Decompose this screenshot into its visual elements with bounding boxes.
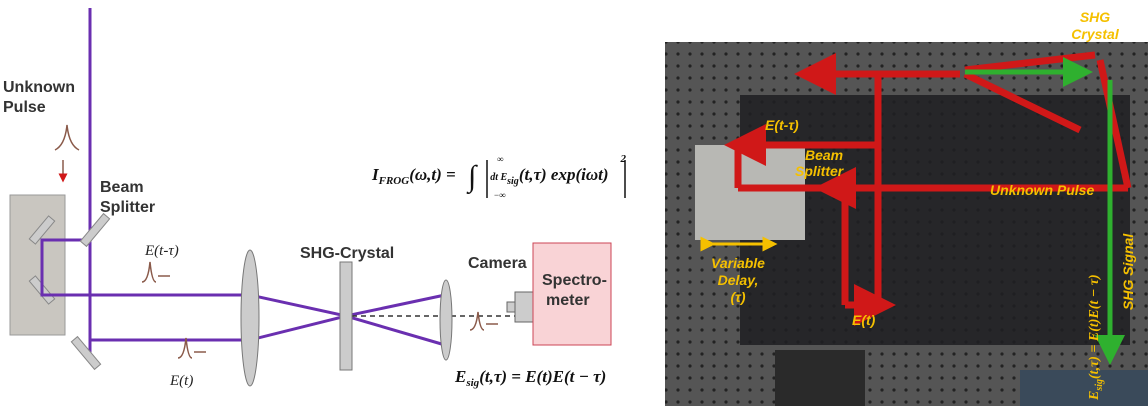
photo-unknown-pulse: Unknown Pulse — [990, 182, 1094, 198]
f: ∞ — [497, 154, 503, 164]
line: Unknown — [3, 79, 75, 96]
setup-diagram — [10, 8, 611, 386]
field-label: E(t) — [169, 373, 193, 389]
line: Delay, — [718, 272, 759, 288]
f: E — [454, 367, 466, 386]
f: E — [1087, 391, 1102, 401]
unknown-pulse-label: Unknown Pulse — [3, 79, 75, 116]
line: Splitter — [100, 199, 155, 216]
figure: UnknownPulse BeamSplitter E(t-τ) E(t) SH… — [0, 0, 1148, 406]
f: (t,τ) = E(t)E(t − τ) — [1087, 274, 1102, 379]
line: Variable — [711, 255, 765, 271]
f: sig — [506, 176, 519, 187]
f: dt E — [490, 172, 507, 183]
line: Crystal — [1071, 26, 1120, 42]
f: (t,τ) exp(iωt) — [519, 165, 609, 184]
f: sig — [1094, 379, 1105, 392]
f: (ω,t) = — [409, 165, 460, 184]
delayed-field-label: E(t-τ) — [144, 243, 179, 259]
photo-delayed-field: E(t-τ) — [765, 117, 799, 133]
f: −∞ — [494, 190, 506, 200]
line: meter — [546, 292, 590, 309]
line: Pulse — [3, 99, 46, 116]
line: Spectro- — [542, 272, 607, 289]
crystal-label: SHG-Crystal — [300, 245, 394, 262]
photo-field: E(t) — [852, 312, 876, 328]
beam-splitter-label: Beam Splitter — [100, 179, 155, 216]
f: ∫ — [466, 160, 478, 195]
f: (t,τ) = E(t)E(t − τ) — [479, 367, 606, 386]
line: Splitter — [795, 163, 845, 179]
f: sig — [465, 377, 479, 389]
sig-formula: Esig(t,τ) = E(t)E(t − τ) — [454, 367, 606, 389]
camera-label: Camera — [468, 255, 527, 272]
photo-signal: SHG Signal — [1120, 233, 1136, 310]
line: Beam — [805, 147, 843, 163]
line: (τ) — [730, 289, 745, 305]
line: SHG — [1080, 9, 1110, 25]
f: FROG — [378, 175, 410, 187]
line: Beam — [100, 179, 144, 196]
